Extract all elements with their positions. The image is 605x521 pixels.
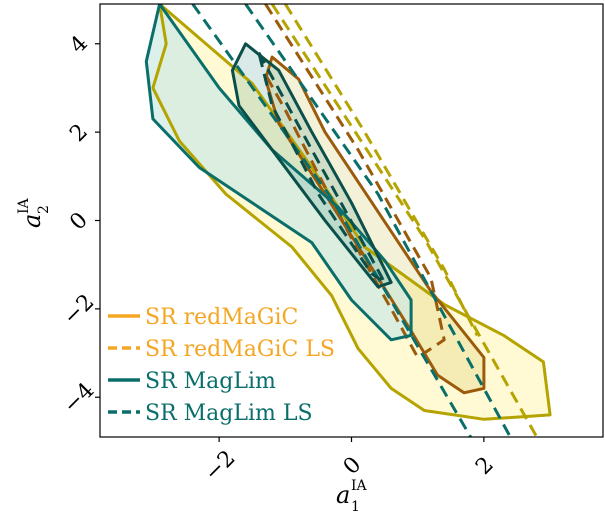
legend-label: SR MagLim LS [145, 401, 313, 426]
y-axis-label-sub: 2 [36, 205, 52, 214]
legend-label: SR redMaGiC LS [145, 337, 335, 362]
contour-layer [144, 4, 552, 437]
legend-entry-0: SR redMaGiC [108, 305, 298, 330]
contour-inner [257, 51, 387, 284]
inner-fill [265, 57, 484, 393]
x-tick-label: −2 [200, 446, 241, 487]
x-axis-label-main: a [336, 481, 350, 509]
x-axis-label: a IA 1 [336, 478, 368, 515]
y-tick-label: 4 [65, 31, 93, 59]
legend-entry-1: SR redMaGiC LS [108, 337, 335, 362]
legend-entry-3: SR MagLim LS [108, 401, 313, 426]
contour-inner [230, 42, 393, 289]
series-contours-2 [144, 4, 413, 342]
series-contours-1 [264, 4, 539, 437]
contour-outer [191, 4, 472, 437]
y-tick-label: 0 [65, 208, 93, 236]
contour-outer_b [244, 4, 512, 437]
y-tick-label: −2 [59, 290, 100, 331]
y-tick-label: −4 [59, 378, 100, 419]
contour-outer_b [284, 4, 479, 337]
y-axis-label-main: a [18, 214, 46, 228]
y-tick-label: 2 [65, 119, 93, 147]
y-axis-label: a IA 2 [16, 197, 52, 228]
contour-outer [151, 4, 552, 421]
outer-fill [146, 4, 412, 340]
x-axis-label-sup: IA [351, 478, 368, 494]
x-tick-label: 2 [471, 452, 499, 480]
x-axis-label-sub: 1 [351, 499, 360, 515]
legend-entry-2: SR MagLim [108, 369, 276, 394]
contour-outer [144, 4, 413, 342]
legend-label: SR MagLim [145, 369, 276, 394]
y-axis: −4 −2 0 2 4 [59, 31, 100, 419]
legend: SR redMaGiC SR redMaGiC LS SR MagLim SR Mag… [108, 305, 335, 426]
x-axis: −2 0 2 [200, 437, 499, 486]
series-contours-3 [191, 4, 512, 437]
contour-inner [264, 4, 446, 359]
y-axis-label-sup: IA [16, 197, 32, 214]
legend-label: SR redMaGiC [145, 305, 298, 330]
x-tick-label: 0 [339, 452, 367, 480]
